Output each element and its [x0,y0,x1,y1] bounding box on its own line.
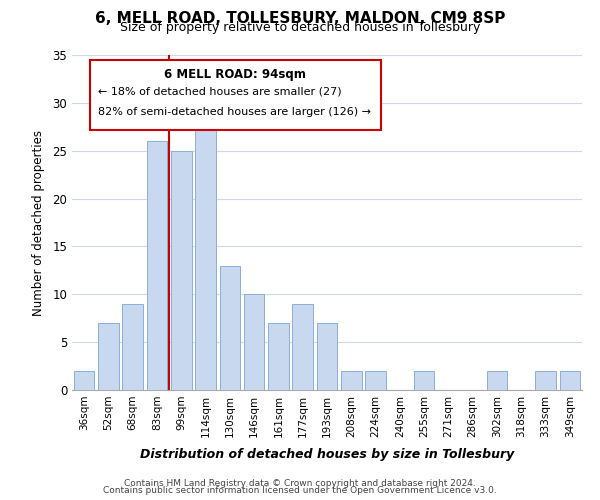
X-axis label: Distribution of detached houses by size in Tollesbury: Distribution of detached houses by size … [140,448,514,461]
Text: 6, MELL ROAD, TOLLESBURY, MALDON, CM9 8SP: 6, MELL ROAD, TOLLESBURY, MALDON, CM9 8S… [95,11,505,26]
Bar [244,294,265,390]
Bar [195,122,216,390]
Text: 6 MELL ROAD: 94sqm: 6 MELL ROAD: 94sqm [164,68,306,82]
Y-axis label: Number of detached properties: Number of detached properties [32,130,46,316]
Text: Contains public sector information licensed under the Open Government Licence v3: Contains public sector information licen… [103,486,497,495]
Bar [414,371,434,390]
Bar [365,371,386,390]
Bar [341,371,362,390]
Bar [171,150,191,390]
Bar [292,304,313,390]
Text: ← 18% of detached houses are smaller (27): ← 18% of detached houses are smaller (27… [97,87,341,97]
Text: Contains HM Land Registry data © Crown copyright and database right 2024.: Contains HM Land Registry data © Crown c… [124,478,476,488]
Text: Size of property relative to detached houses in Tollesbury: Size of property relative to detached ho… [120,22,480,35]
Bar [317,323,337,390]
Bar [487,371,508,390]
Bar [535,371,556,390]
Bar [560,371,580,390]
Bar [122,304,143,390]
Text: 82% of semi-detached houses are larger (126) →: 82% of semi-detached houses are larger (… [97,107,371,117]
Bar [146,141,167,390]
Bar [74,371,94,390]
FancyBboxPatch shape [90,60,380,130]
Bar [98,323,119,390]
Bar [268,323,289,390]
Bar [220,266,240,390]
